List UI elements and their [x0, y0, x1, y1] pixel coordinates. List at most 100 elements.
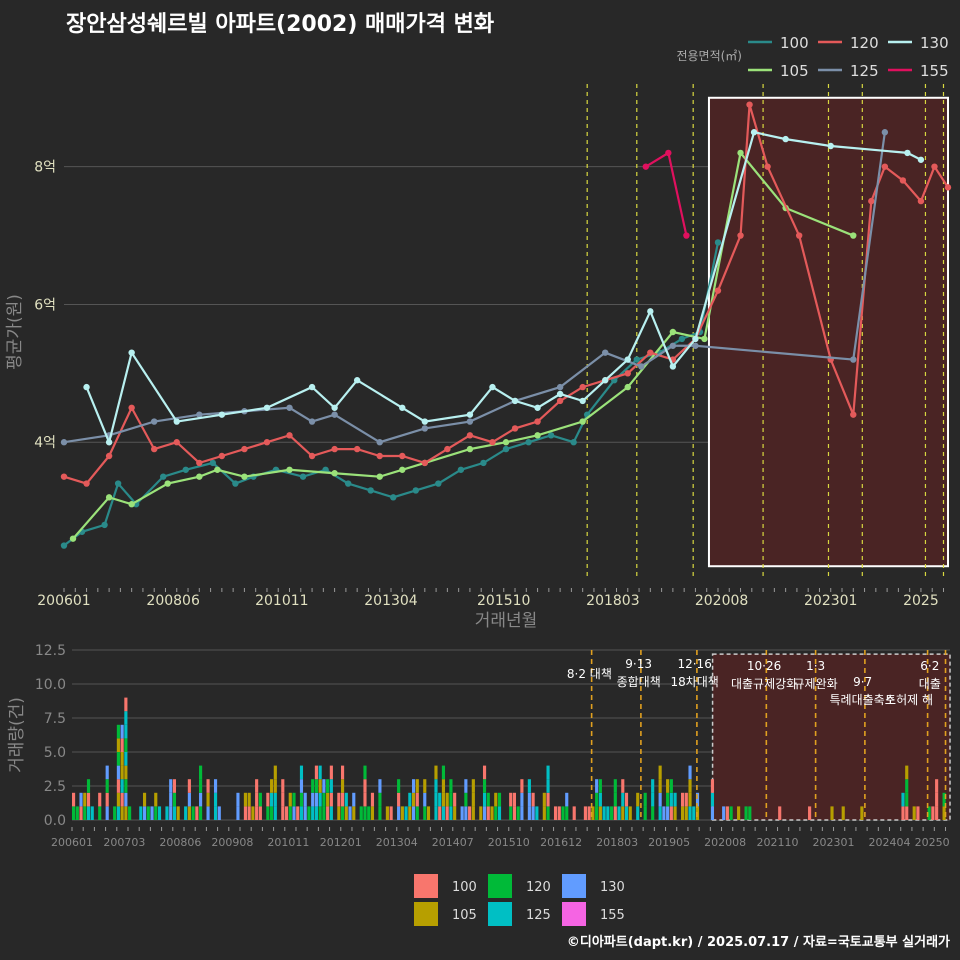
- data-point-130: [904, 149, 911, 157]
- data-point-125: [60, 439, 68, 446]
- bar-segment-130: [236, 806, 240, 820]
- bar-segment-105: [905, 765, 909, 780]
- data-point-120: [624, 370, 631, 377]
- data-point-120: [764, 163, 771, 170]
- chart-footer: ©디아파트(dapt.kr) / 2025.07.17 / 자료=국토교통부 실…: [566, 935, 950, 950]
- bar-segment-125: [438, 792, 442, 807]
- bar-segment-125: [901, 792, 905, 807]
- bar-segment-100: [512, 792, 517, 807]
- bar-segment-100: [116, 779, 120, 793]
- bar-segment-100: [72, 792, 76, 807]
- chart-title: 장안삼성쉐르빌 아파트(2002) 매매가격 변화: [66, 12, 495, 37]
- x-tick-label: 201304: [364, 593, 418, 609]
- data-point-130: [399, 404, 406, 411]
- x-tick-label: 200806: [146, 593, 200, 609]
- data-point-100: [209, 459, 217, 467]
- bar-segment-130: [169, 792, 173, 807]
- bar-x-tick-label: 201201: [320, 836, 362, 849]
- bar-segment-120: [942, 792, 946, 807]
- bar-segment-100: [509, 792, 513, 807]
- bar-x-tick-label: 201905: [648, 836, 690, 849]
- data-point-130: [83, 383, 90, 391]
- bar-segment-100: [341, 792, 345, 807]
- bar-segment-100: [281, 779, 285, 793]
- data-point-125: [881, 129, 889, 136]
- bar-segment-120: [116, 724, 120, 739]
- data-point-100: [525, 439, 532, 446]
- data-point-125: [376, 439, 383, 446]
- bar-segment-120: [75, 806, 79, 820]
- bar-segment-125: [213, 792, 218, 807]
- data-point-120: [647, 349, 654, 356]
- data-point-105: [669, 328, 677, 336]
- legend-label-120: 120: [850, 34, 879, 52]
- bar-segment-120: [613, 779, 617, 793]
- bar-segment-105: [116, 792, 120, 807]
- bar-segment-100: [710, 779, 715, 793]
- bar-segment-105: [83, 792, 87, 807]
- bar-segment-100: [905, 806, 909, 820]
- x-axis-label: 거래년월: [475, 611, 538, 631]
- bar-legend-swatch-105: [414, 902, 438, 926]
- data-point-105: [128, 501, 135, 508]
- bar-y-tick-label: 12.5: [35, 643, 66, 659]
- data-point-155: [665, 149, 672, 157]
- bar-segment-130: [311, 792, 315, 807]
- bar-segment-120: [666, 792, 670, 807]
- bar-segment-125: [673, 792, 677, 807]
- data-point-105: [466, 445, 474, 453]
- data-point-120: [534, 418, 541, 425]
- bar-segment-120: [341, 806, 345, 820]
- bar-segment-105: [120, 765, 124, 780]
- bar-x-tick-label: 201803: [596, 836, 638, 849]
- bar-segment-120: [651, 806, 655, 820]
- data-point-130: [692, 335, 699, 343]
- bar-segment-105: [542, 792, 546, 807]
- bar-segment-130: [187, 792, 191, 807]
- bar-segment-105: [737, 806, 741, 820]
- bar-x-tick-label: 201510: [488, 836, 530, 849]
- bar-segment-120: [494, 806, 498, 820]
- data-point-120: [173, 439, 180, 446]
- data-point-120: [511, 425, 519, 432]
- bar-segment-125: [404, 806, 408, 820]
- legend-label-100: 100: [780, 34, 809, 52]
- bar-segment-105: [341, 779, 345, 793]
- bar-segment-120: [258, 792, 262, 807]
- bar-segment-105: [830, 806, 834, 820]
- data-point-105: [376, 473, 383, 480]
- data-point-120: [795, 232, 803, 239]
- bar-segment-100: [370, 792, 375, 807]
- bar-segment-105: [243, 792, 247, 807]
- bar-segment-120: [359, 806, 363, 820]
- bar-segment-105: [453, 806, 457, 820]
- bar-segment-100: [587, 806, 591, 820]
- bar-segment-100: [572, 806, 576, 820]
- y-tick-label: 6억: [34, 297, 56, 313]
- data-point-105: [624, 383, 631, 391]
- bar-segment-125: [606, 806, 610, 820]
- bar-segment-105: [658, 779, 662, 793]
- bar-segment-125: [120, 779, 124, 793]
- bar-segment-130: [666, 806, 670, 820]
- x-tick-label: 2025: [903, 593, 939, 609]
- data-point-130: [827, 142, 834, 150]
- bar-segment-130: [217, 806, 221, 820]
- data-point-105: [214, 466, 221, 473]
- bar-segment-100: [247, 806, 251, 820]
- data-point-120: [128, 404, 135, 411]
- bar-segment-130: [303, 792, 307, 807]
- bar-legend-label-120: 120: [526, 880, 551, 895]
- bar-segment-125: [527, 779, 531, 793]
- bar-segment-105: [860, 806, 864, 820]
- data-point-100: [547, 432, 555, 439]
- data-point-120: [737, 232, 744, 239]
- x-tick-label: 200601: [37, 593, 90, 609]
- bar-segment-120: [565, 806, 569, 820]
- bar-segment-120: [314, 779, 318, 793]
- bar-segment-100: [445, 806, 449, 820]
- bar-segment-105: [445, 792, 449, 807]
- data-point-100: [390, 494, 397, 501]
- legend-title: 전용면적(㎡): [676, 49, 742, 63]
- bar-segment-130: [142, 806, 147, 820]
